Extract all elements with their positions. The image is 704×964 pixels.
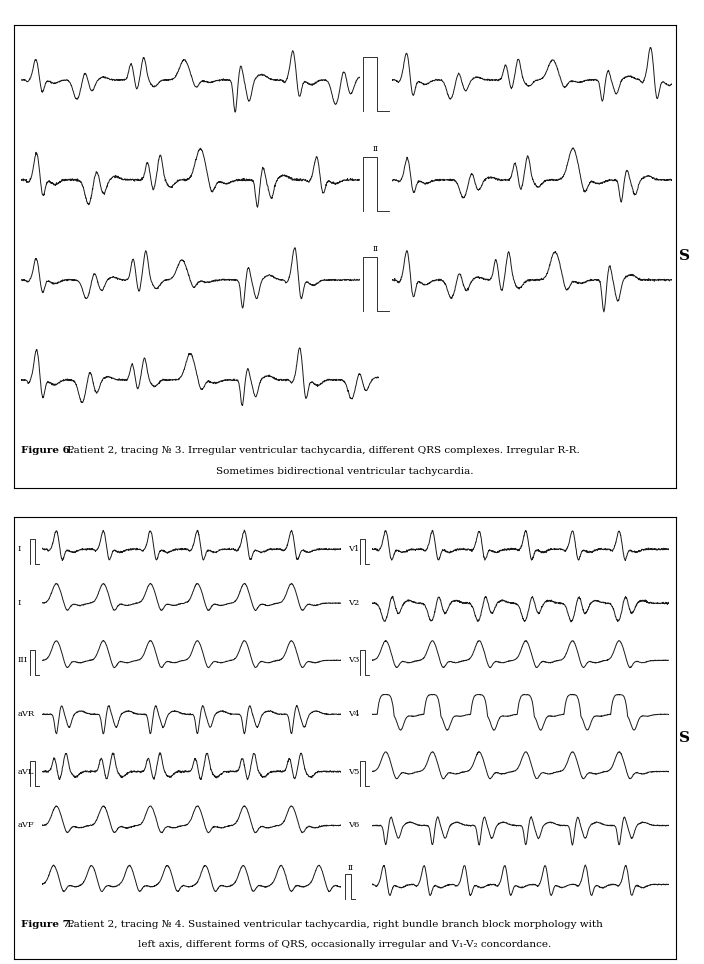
Text: V1: V1 [348,546,360,553]
Text: V2: V2 [348,599,360,607]
Text: aVL: aVL [18,767,34,776]
Text: II: II [373,245,379,253]
Text: II: II [373,145,379,153]
Text: V6: V6 [348,821,360,829]
Text: aVF: aVF [18,821,34,829]
Text: V3: V3 [348,656,360,664]
Text: I: I [18,546,21,553]
Text: II: II [347,864,353,871]
Text: Sometimes bidirectional ventricular tachycardia.: Sometimes bidirectional ventricular tach… [216,467,474,476]
Text: left axis, different forms of QRS, occasionally irregular and V₁-V₂ concordance.: left axis, different forms of QRS, occas… [138,940,552,949]
Text: Figure 7.: Figure 7. [21,921,74,929]
Text: III: III [18,656,27,664]
Text: Figure 6.: Figure 6. [21,445,74,455]
Text: S: S [679,250,691,263]
Text: I: I [18,599,21,607]
Text: V4: V4 [348,710,360,718]
Text: Patient 2, tracing № 3. Irregular ventricular tachycardia, different QRS complex: Patient 2, tracing № 3. Irregular ventri… [64,445,580,455]
Text: aVR: aVR [18,710,34,718]
Text: Patient 2, tracing № 4. Sustained ventricular tachycardia, right bundle branch b: Patient 2, tracing № 4. Sustained ventri… [64,921,603,929]
Text: V5: V5 [348,767,360,776]
Text: S: S [679,731,691,745]
